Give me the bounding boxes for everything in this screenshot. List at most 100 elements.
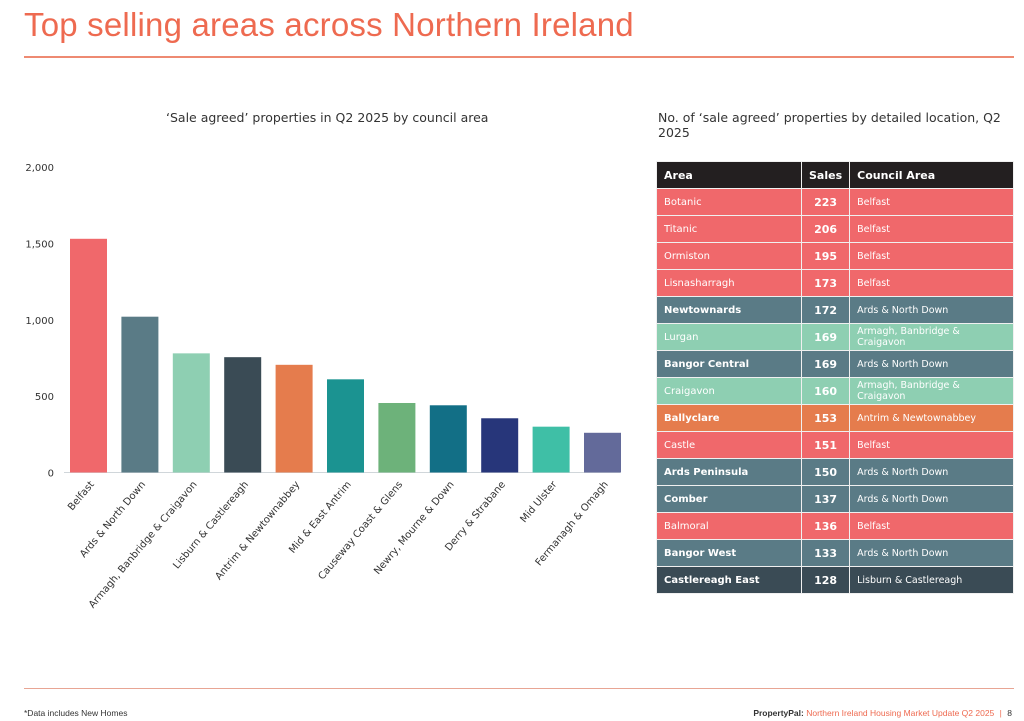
footer-report-title: Northern Ireland Housing Market Update Q…: [806, 708, 995, 718]
cell-sales: 153: [800, 404, 851, 432]
cell-area: Bangor West: [656, 539, 802, 567]
sales-table: Area Sales Council Area Botanic 223 Belfas…: [656, 161, 1014, 594]
title-divider: [24, 56, 1014, 58]
cell-council-area: Ards & North Down: [849, 296, 1014, 324]
cell-area: Lurgan: [656, 323, 802, 351]
cell-sales: 195: [800, 242, 851, 270]
cell-sales: 169: [800, 323, 851, 351]
y-tick-label: 1,500: [25, 239, 54, 250]
table-row: Castle 151 Belfast: [656, 431, 1014, 459]
cell-council-area: Ards & North Down: [849, 539, 1014, 567]
footer-separator: |: [999, 708, 1002, 718]
y-axis-ticks: 0 500 1,000 1,500 2,000: [25, 163, 54, 480]
bar: [327, 379, 364, 473]
cell-area: Castle: [656, 431, 802, 459]
cell-area: Newtownards: [656, 296, 802, 324]
table-row: Botanic 223 Belfast: [656, 188, 1014, 216]
x-tick-label: Belfast: [66, 479, 97, 513]
cell-area: Botanic: [656, 188, 802, 216]
x-tick-label: Mid Ulster: [519, 479, 560, 525]
cell-sales: 151: [800, 431, 851, 459]
cell-council-area: Belfast: [849, 431, 1014, 459]
footer-brand: PropertyPal:: [753, 708, 804, 718]
cell-council-area: Belfast: [849, 269, 1014, 297]
bars: [70, 238, 621, 473]
table-row: Ormiston 195 Belfast: [656, 242, 1014, 270]
cell-council-area: Belfast: [849, 215, 1014, 243]
cell-council-area: Ards & North Down: [849, 458, 1014, 486]
bar: [121, 316, 159, 473]
cell-area: Titanic: [656, 215, 802, 243]
y-tick-label: 2,000: [25, 163, 54, 174]
footnote: *Data includes New Homes: [24, 708, 128, 718]
table-row: Castlereagh East 128 Lisburn & Castlereagh: [656, 566, 1014, 594]
header-council-area: Council Area: [849, 161, 1014, 189]
table-row: Comber 137 Ards & North Down: [656, 485, 1014, 513]
table-row: Ballyclare 153 Antrim & Newtownabbey: [656, 404, 1014, 432]
cell-area: Craigavon: [656, 377, 802, 405]
x-tick-label: Armagh, Banbridge & Craigavon: [87, 479, 200, 610]
cell-area: Ballyclare: [656, 404, 802, 432]
cell-area: Comber: [656, 485, 802, 513]
table-title: No. of ‘sale agreed’ properties by detai…: [658, 110, 1001, 140]
table-row: Bangor Central 169 Ards & North Down: [656, 350, 1014, 378]
cell-council-area: Belfast: [849, 242, 1014, 270]
cell-sales: 133: [800, 539, 851, 567]
header-sales: Sales: [800, 161, 851, 189]
table-header-row: Area Sales Council Area: [656, 161, 1014, 189]
bar: [172, 353, 210, 473]
cell-sales: 206: [800, 215, 851, 243]
cell-council-area: Antrim & Newtownabbey: [849, 404, 1014, 432]
cell-area: Castlereagh East: [656, 566, 802, 594]
bar: [481, 418, 519, 473]
footer-divider: [24, 688, 1014, 689]
table-row: Titanic 206 Belfast: [656, 215, 1014, 243]
cell-sales: 150: [800, 458, 851, 486]
cell-area: Lisnasharragh: [656, 269, 802, 297]
cell-sales: 173: [800, 269, 851, 297]
cell-sales: 128: [800, 566, 851, 594]
page-number: 8: [1007, 708, 1012, 718]
table-row: Newtownards 172 Ards & North Down: [656, 296, 1014, 324]
cell-area: Ormiston: [656, 242, 802, 270]
cell-council-area: Armagh, Banbridge & Craigavon: [849, 377, 1014, 405]
cell-council-area: Belfast: [849, 512, 1014, 540]
bar: [70, 238, 107, 473]
header-area: Area: [656, 161, 802, 189]
bar: [429, 405, 467, 473]
cell-sales: 172: [800, 296, 851, 324]
cell-area: Bangor Central: [656, 350, 802, 378]
x-tick-label: Antrim & Newtownabbey: [214, 479, 303, 582]
cell-sales: 137: [800, 485, 851, 513]
cell-sales: 169: [800, 350, 851, 378]
table-row: Bangor West 133 Ards & North Down: [656, 539, 1014, 567]
cell-area: Balmoral: [656, 512, 802, 540]
footer-source: PropertyPal: Northern Ireland Housing Ma…: [753, 708, 1012, 718]
table-row: Lurgan 169 Armagh, Banbridge & Craigavon: [656, 323, 1014, 351]
table-row: Balmoral 136 Belfast: [656, 512, 1014, 540]
y-tick-label: 500: [35, 392, 54, 403]
cell-council-area: Ards & North Down: [849, 350, 1014, 378]
cell-council-area: Armagh, Banbridge & Craigavon: [849, 323, 1014, 351]
bar: [378, 402, 416, 473]
cell-sales: 160: [800, 377, 851, 405]
y-tick-label: 1,000: [25, 316, 54, 327]
bar: [275, 364, 313, 473]
cell-area: Ards Peninsula: [656, 458, 802, 486]
cell-sales: 223: [800, 188, 851, 216]
cell-council-area: Lisburn & Castlereagh: [849, 566, 1014, 594]
cell-council-area: Belfast: [849, 188, 1014, 216]
bar: [224, 357, 262, 473]
cell-sales: 136: [800, 512, 851, 540]
x-tick-label: Causeway Coast & Glens: [316, 479, 405, 582]
cell-council-area: Ards & North Down: [849, 485, 1014, 513]
chart-title: ‘Sale agreed’ properties in Q2 2025 by c…: [166, 110, 489, 125]
bar: [532, 426, 570, 473]
bar: [584, 432, 621, 473]
y-tick-label: 0: [48, 469, 54, 480]
table-row: Ards Peninsula 150 Ards & North Down: [656, 458, 1014, 486]
table-row: Lisnasharragh 173 Belfast: [656, 269, 1014, 297]
page-title: Top selling areas across Northern Irelan…: [24, 6, 634, 43]
